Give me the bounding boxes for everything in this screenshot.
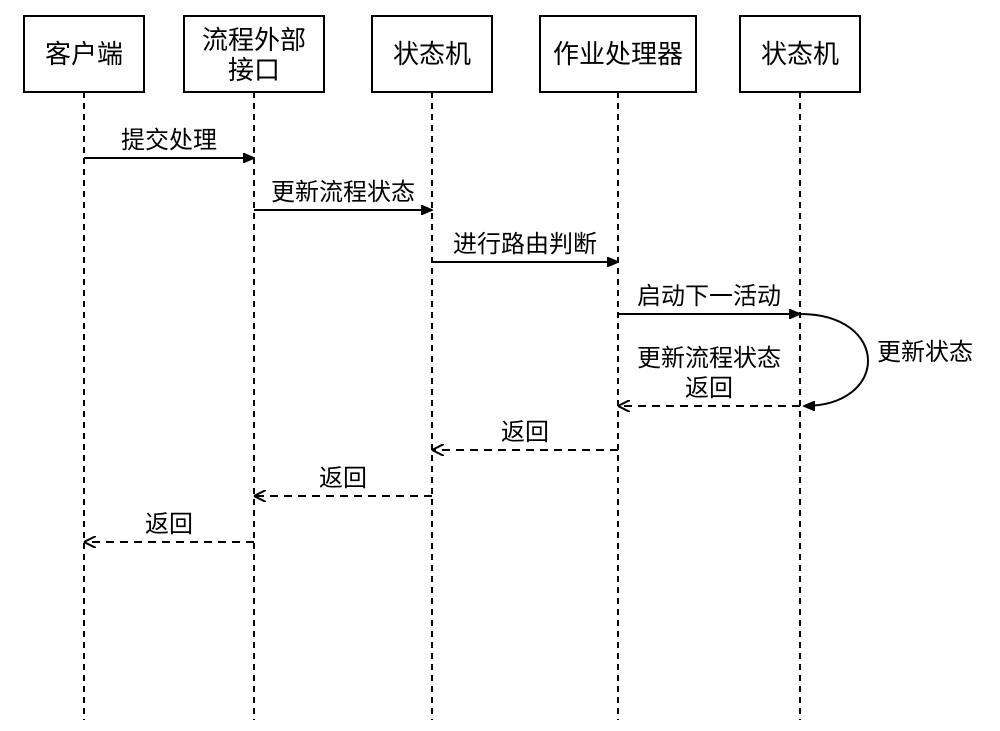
lifeline-interface: 流程外部接口 [184, 16, 324, 720]
message-label: 进行路由判断 [453, 231, 597, 258]
message-1: 更新流程状态 [254, 179, 432, 210]
lifeline-label: 状态机 [393, 39, 471, 69]
message-7: 返回 [84, 511, 254, 542]
self-message-label: 更新状态 [877, 339, 973, 366]
message-label: 启动下一活动 [637, 283, 781, 310]
message-6: 返回 [254, 465, 432, 496]
message-label: 提交处理 [121, 127, 217, 154]
message-3: 启动下一活动 [618, 283, 800, 314]
lifeline-label: 作业处理器 [553, 39, 683, 69]
message-0: 提交处理 [84, 127, 254, 158]
lifeline-label: 状态机 [761, 39, 839, 69]
sequence-diagram: 客户端流程外部接口状态机作业处理器状态机提交处理更新流程状态进行路由判断启动下一… [0, 0, 1000, 731]
lifeline-sm1: 状态机 [372, 16, 492, 720]
message-2: 进行路由判断 [432, 231, 618, 262]
message-label: 返回 [501, 419, 549, 446]
message-label: 返回 [685, 375, 733, 402]
self-message: 更新状态 [800, 314, 973, 406]
lifeline-label: 客户端 [45, 39, 123, 69]
message-label-2: 更新流程状态 [637, 345, 781, 372]
lifeline-label: 接口 [228, 55, 280, 85]
message-label: 更新流程状态 [271, 179, 415, 206]
message-4: 返回更新流程状态 [618, 345, 800, 406]
message-5: 返回 [432, 419, 618, 450]
message-label: 返回 [145, 511, 193, 538]
self-message-arc [800, 314, 868, 406]
lifeline-label: 流程外部 [202, 25, 306, 55]
lifeline-client: 客户端 [24, 16, 144, 720]
message-label: 返回 [319, 465, 367, 492]
